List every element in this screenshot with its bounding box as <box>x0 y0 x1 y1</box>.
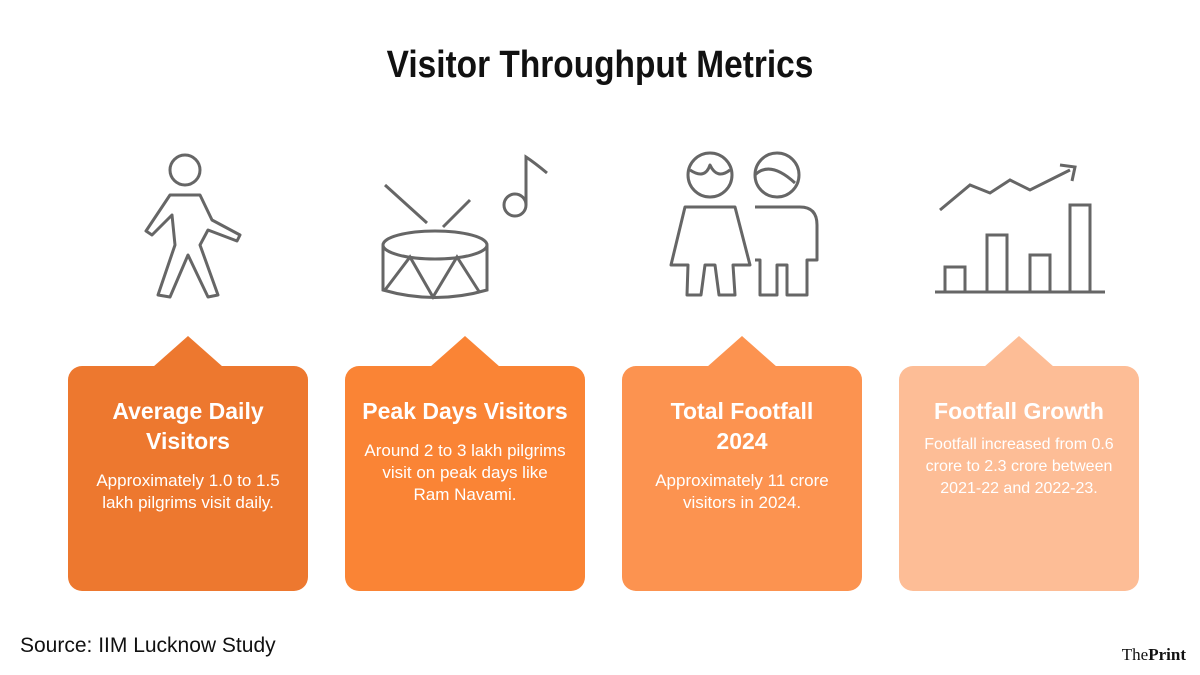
card-heading: Peak Days Visitors <box>362 398 568 424</box>
page-title: Visitor Throughput Metrics <box>386 44 814 86</box>
card-body: Approximately 1.0 to 1.5 lakh pilgrims v… <box>96 471 280 512</box>
card-body: Around 2 to 3 lakh pilgrims visit on pea… <box>364 441 566 504</box>
logo-print: Print <box>1148 645 1186 664</box>
two-people-icon <box>669 151 819 297</box>
card-average-daily-visitors: Average Daily Visitors Approximately 1.0… <box>68 336 308 591</box>
card-body: Footfall increased from 0.6 crore to 2.3… <box>924 436 1114 497</box>
card-heading: Footfall Growth <box>934 398 1104 424</box>
card-footfall-growth: Footfall Growth Footfall increased from … <box>899 336 1139 591</box>
logo-the: The <box>1121 645 1149 664</box>
card-body: Approximately 11 crore visitors in 2024. <box>655 471 829 512</box>
card-heading: Total Footfall 2024 <box>670 398 814 454</box>
card-total-footfall: Total Footfall 2024 Approximately 11 cro… <box>622 336 862 591</box>
theprint-logo: ThePrint <box>1122 645 1186 665</box>
card-heading: Average Daily Visitors <box>112 398 264 454</box>
walking-person-icon <box>144 153 242 299</box>
growth-chart-icon <box>935 163 1105 294</box>
card-peak-days-visitors: Peak Days Visitors Around 2 to 3 lakh pi… <box>345 336 585 591</box>
source-note: Source: IIM Lucknow Study <box>20 634 276 657</box>
drum-music-note-icon <box>381 154 548 300</box>
